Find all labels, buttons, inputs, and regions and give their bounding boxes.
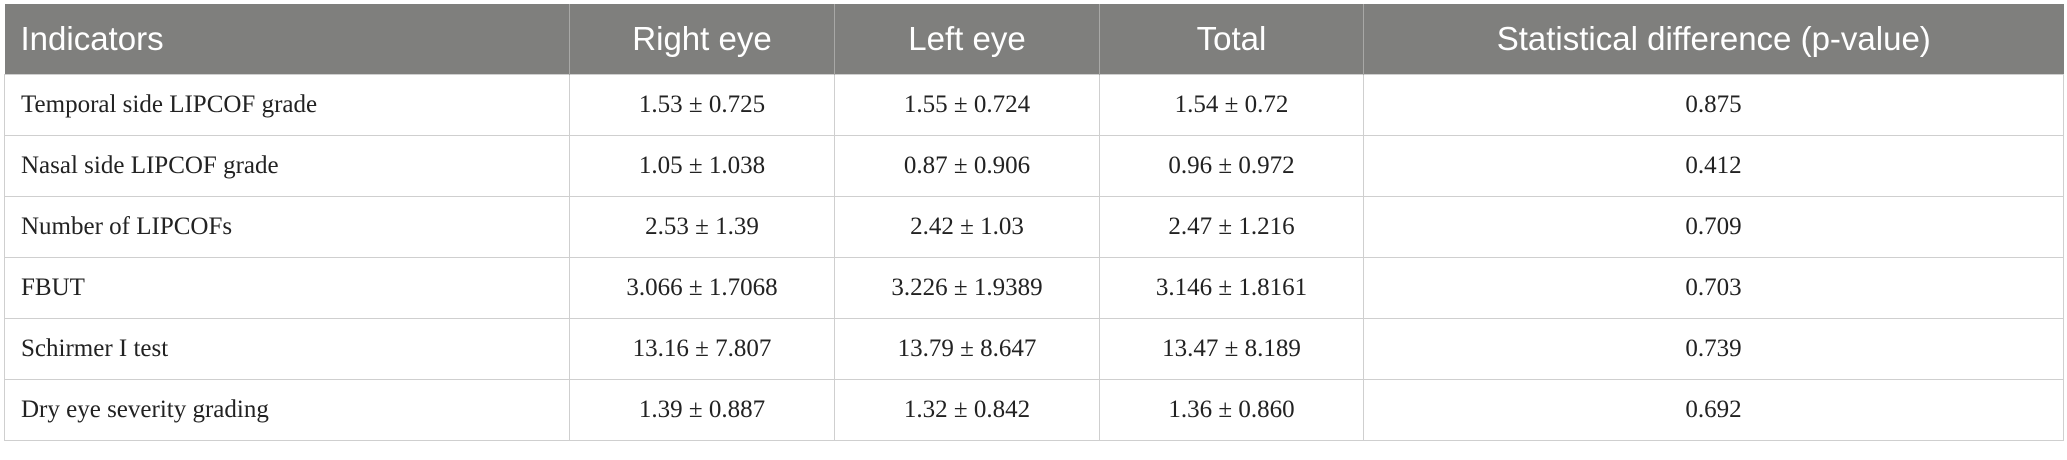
cell: 1.32 ± 0.842 <box>834 379 1100 441</box>
cell: 2.47 ± 1.216 <box>1099 196 1364 258</box>
header-cell: Indicators <box>4 4 570 75</box>
cell: 1.54 ± 0.72 <box>1099 74 1364 136</box>
row-label: Schirmer I test <box>4 318 570 380</box>
table-row: Temporal side LIPCOF grade 1.53 ± 0.725 1.… <box>4 74 2064 136</box>
cell: 0.739 <box>1363 318 2064 380</box>
cell: 1.55 ± 0.724 <box>834 74 1100 136</box>
cell: 3.066 ± 1.7068 <box>569 257 835 319</box>
table-row: Number of LIPCOFs 2.53 ± 1.39 2.42 ± 1.03 2… <box>4 196 2064 258</box>
cell: 0.412 <box>1363 135 2064 197</box>
cell: 1.36 ± 0.860 <box>1099 379 1364 441</box>
header-cell: Right eye <box>569 4 835 75</box>
data-table: Indicators Right eye Left eye Total Statisti… <box>4 4 2064 441</box>
cell: 13.47 ± 8.189 <box>1099 318 1364 380</box>
cell: 0.709 <box>1363 196 2064 258</box>
header-cell: Statistical difference (p-value) <box>1363 4 2064 75</box>
cell: 0.87 ± 0.906 <box>834 135 1100 197</box>
table-row: Schirmer I test 13.16 ± 7.807 13.79 ± 8.64… <box>4 318 2064 380</box>
header-cell: Total <box>1099 4 1364 75</box>
cell: 0.875 <box>1363 74 2064 136</box>
cell: 0.692 <box>1363 379 2064 441</box>
table-row: Nasal side LIPCOF grade 1.05 ± 1.038 0.87 … <box>4 135 2064 197</box>
cell: 13.16 ± 7.807 <box>569 318 835 380</box>
row-label: Dry eye severity grading <box>4 379 570 441</box>
table-row: FBUT 3.066 ± 1.7068 3.226 ± 1.9389 3.146 ± … <box>4 257 2064 319</box>
header-cell: Left eye <box>834 4 1100 75</box>
header-row: Indicators Right eye Left eye Total Statisti… <box>4 4 2064 75</box>
cell: 13.79 ± 8.647 <box>834 318 1100 380</box>
cell: 0.703 <box>1363 257 2064 319</box>
cell: 1.05 ± 1.038 <box>569 135 835 197</box>
row-label: Temporal side LIPCOF grade <box>4 74 570 136</box>
row-label: Nasal side LIPCOF grade <box>4 135 570 197</box>
row-label: FBUT <box>4 257 570 319</box>
cell: 3.146 ± 1.8161 <box>1099 257 1364 319</box>
table-container: Indicators Right eye Left eye Total Statisti… <box>4 4 2064 441</box>
cell: 2.42 ± 1.03 <box>834 196 1100 258</box>
cell: 3.226 ± 1.9389 <box>834 257 1100 319</box>
table-body: Temporal side LIPCOF grade 1.53 ± 0.725 1.… <box>4 74 2064 441</box>
cell: 2.53 ± 1.39 <box>569 196 835 258</box>
cell: 1.53 ± 0.725 <box>569 74 835 136</box>
cell: 0.96 ± 0.972 <box>1099 135 1364 197</box>
table-row: Dry eye severity grading 1.39 ± 0.887 1.32… <box>4 379 2064 441</box>
row-label: Number of LIPCOFs <box>4 196 570 258</box>
cell: 1.39 ± 0.887 <box>569 379 835 441</box>
